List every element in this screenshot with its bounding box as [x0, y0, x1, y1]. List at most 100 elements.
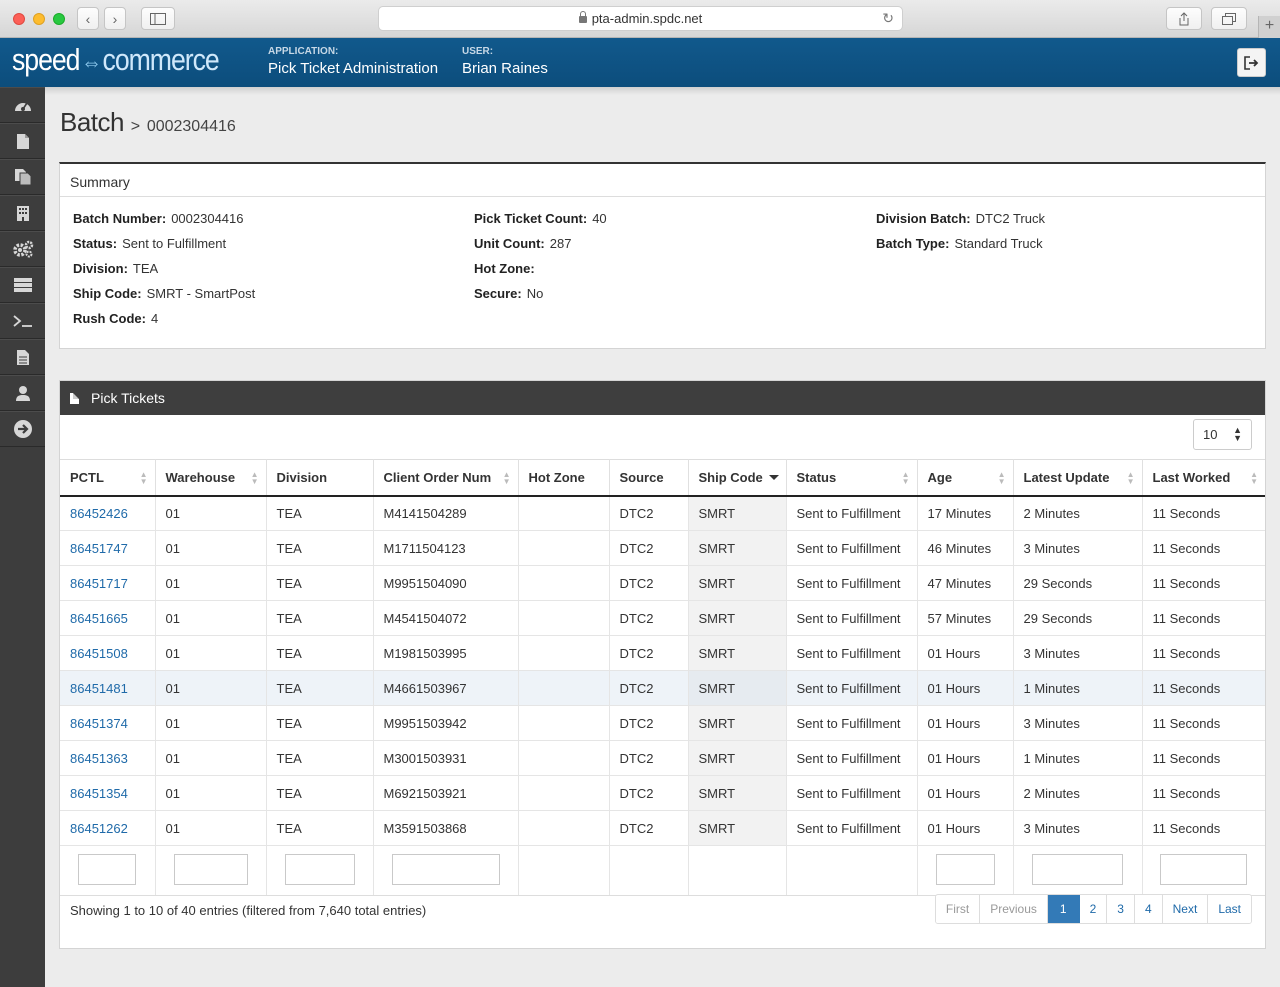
pager-last[interactable]: Last: [1208, 895, 1251, 923]
table-cell[interactable]: 86451262: [60, 810, 156, 846]
column-header[interactable]: Last Worked ▲ ▼: [1142, 459, 1265, 497]
column-filter-input[interactable]: [935, 853, 995, 885]
table-cell[interactable]: 86451354: [60, 775, 156, 811]
column-header[interactable]: Ship Code: [688, 459, 787, 497]
pctl-link[interactable]: 86452426: [70, 505, 128, 521]
table-row[interactable]: 86451747 01 TEA M1711504123 DTC2 SMRT Sent to …: [60, 530, 1265, 566]
column-header[interactable]: Client Order Num ▲ ▼: [373, 459, 519, 497]
tabs-button[interactable]: [1211, 7, 1247, 30]
table-row[interactable]: 86451262 01 TEA M3591503868 DTC2 SMRT Sent to …: [60, 810, 1265, 846]
table-cell: DTC2: [609, 495, 689, 531]
table-row[interactable]: 86451508 01 TEA M1981503995 DTC2 SMRT Sent to …: [60, 635, 1265, 671]
sidebar-item-dashboard[interactable]: [0, 87, 45, 123]
pager-page-2[interactable]: 2: [1079, 895, 1108, 923]
cell-value: SMRT: [698, 645, 736, 661]
table-row[interactable]: 86451374 01 TEA M9951503942 DTC2 SMRT Sent to …: [60, 705, 1265, 741]
sort-icon: ▲ ▼: [502, 470, 511, 486]
pctl-link[interactable]: 86451747: [70, 540, 128, 556]
sidebar-item-warehouses[interactable]: [0, 195, 45, 231]
table-cell: M4661503967: [373, 670, 519, 706]
table-row[interactable]: 86451363 01 TEA M3001503931 DTC2 SMRT Sent to …: [60, 740, 1265, 776]
pctl-link[interactable]: 86451262: [70, 820, 128, 836]
back-button[interactable]: ‹: [77, 7, 99, 30]
sort-icon: ▲ ▼: [139, 470, 148, 486]
pctl-link[interactable]: 86451374: [70, 715, 128, 731]
cell-value: DTC2: [619, 715, 654, 731]
sidebar-item-settings[interactable]: [0, 231, 45, 267]
address-bar[interactable]: pta-admin.spdc.net ↻: [378, 6, 903, 31]
pager-page-4[interactable]: 4: [1134, 895, 1163, 923]
cell-value: Sent to Fulfillment: [796, 645, 901, 661]
column-filter-input[interactable]: [78, 853, 137, 885]
summary-field-label: Ship Code:: [73, 286, 142, 301]
table-cell: DTC2: [609, 775, 689, 811]
sidebar-item-reports[interactable]: [0, 339, 45, 375]
column-header[interactable]: Hot Zone: [518, 459, 610, 497]
pctl-link[interactable]: 86451481: [70, 680, 128, 696]
table-cell[interactable]: 86451508: [60, 635, 156, 671]
column-filter-input[interactable]: [1160, 853, 1248, 885]
column-header[interactable]: Division: [266, 459, 374, 497]
table-cell: Sent to Fulfillment: [786, 635, 918, 671]
table-cell[interactable]: 86451747: [60, 530, 156, 566]
column-header[interactable]: Warehouse ▲ ▼: [155, 459, 267, 497]
column-header[interactable]: Source: [609, 459, 689, 497]
sidebar-item-users[interactable]: [0, 375, 45, 411]
sidebar-item-copies[interactable]: [0, 159, 45, 195]
sidebar-toggle-button[interactable]: [141, 7, 175, 30]
table-row[interactable]: 86451717 01 TEA M9951504090 DTC2 SMRT Sent to …: [60, 565, 1265, 601]
column-header-label: Source: [619, 469, 664, 485]
column-filter-input[interactable]: [391, 853, 500, 885]
table-row[interactable]: 86451481 01 TEA M4661503967 DTC2 SMRT Sent to …: [60, 670, 1265, 706]
pctl-link[interactable]: 86451665: [70, 610, 128, 626]
sidebar-item-console[interactable]: [0, 303, 45, 339]
forward-button[interactable]: ›: [104, 7, 126, 30]
pager-next[interactable]: Next: [1162, 895, 1209, 923]
minimize-window-button[interactable]: [33, 13, 45, 25]
sidebar-item-next[interactable]: [0, 411, 45, 447]
sidebar-item-servers[interactable]: [0, 267, 45, 303]
page-length-select[interactable]: 10 ▲ ▼: [1193, 419, 1252, 450]
logout-button[interactable]: [1237, 48, 1266, 77]
pctl-link[interactable]: 86451363: [70, 750, 128, 766]
close-window-button[interactable]: [13, 13, 25, 25]
table-cell[interactable]: 86452426: [60, 495, 156, 531]
table-cell[interactable]: 86451363: [60, 740, 156, 776]
table-cell: 01: [155, 810, 267, 846]
share-button[interactable]: [1166, 7, 1202, 30]
cell-value: 1 Minutes: [1023, 680, 1080, 696]
summary-field-value: Standard Truck: [954, 236, 1043, 251]
column-filter-input[interactable]: [284, 853, 355, 885]
column-header[interactable]: Status ▲ ▼: [786, 459, 918, 497]
column-header[interactable]: PCTL ▲ ▼: [60, 459, 156, 497]
table-row[interactable]: 86451354 01 TEA M6921503921 DTC2 SMRT Sent to …: [60, 775, 1265, 811]
table-cell: 01: [155, 740, 267, 776]
table-row[interactable]: 86452426 01 TEA M4141504289 DTC2 SMRT Sent to …: [60, 495, 1265, 531]
reload-icon[interactable]: ↻: [882, 10, 894, 26]
pick-tickets-table: PCTL ▲ ▼ Warehouse ▲ ▼ Division Client Order Nu…: [60, 459, 1265, 896]
main-content: Batch > 0002304416 Summary Batch Number:…: [45, 87, 1280, 987]
column-header[interactable]: Age ▲ ▼: [917, 459, 1014, 497]
table-cell[interactable]: 86451665: [60, 600, 156, 636]
column-filter-input[interactable]: [173, 853, 248, 885]
pager-previous[interactable]: Previous: [980, 895, 1048, 923]
pager-first[interactable]: First: [935, 895, 981, 923]
table-cell: DTC2: [609, 740, 689, 776]
zoom-window-button[interactable]: [53, 13, 65, 25]
breadcrumb-root[interactable]: Batch: [60, 107, 125, 137]
column-filter-input[interactable]: [1032, 853, 1123, 885]
pctl-link[interactable]: 86451354: [70, 785, 128, 801]
pager-page-3[interactable]: 3: [1107, 895, 1135, 923]
column-header[interactable]: Latest Update ▲ ▼: [1013, 459, 1143, 497]
table-row[interactable]: 86451665 01 TEA M4541504072 DTC2 SMRT Sent to …: [60, 600, 1265, 636]
table-cell: 1 Minutes: [1013, 670, 1143, 706]
table-cell[interactable]: 86451374: [60, 705, 156, 741]
pctl-link[interactable]: 86451508: [70, 645, 128, 661]
summary-field: Ship Code: SMRT - SmartPost: [73, 286, 255, 311]
table-cell[interactable]: 86451717: [60, 565, 156, 601]
pager-page-1[interactable]: 1: [1047, 895, 1080, 923]
pctl-link[interactable]: 86451717: [70, 575, 128, 591]
new-tab-button[interactable]: +: [1258, 16, 1280, 38]
sidebar-item-documents[interactable]: [0, 123, 45, 159]
table-cell[interactable]: 86451481: [60, 670, 156, 706]
